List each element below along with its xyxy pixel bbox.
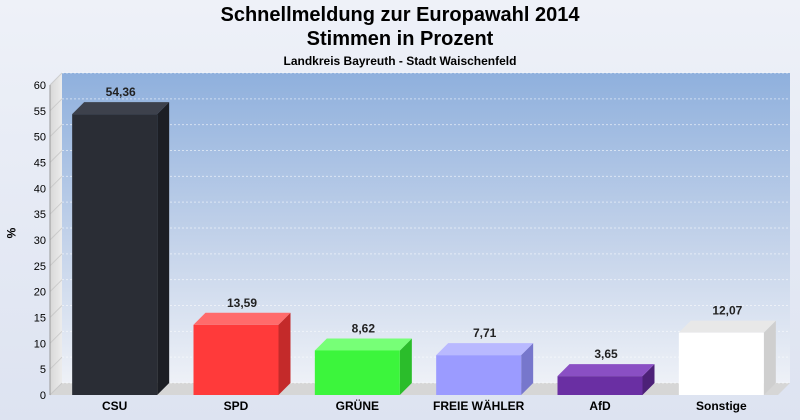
bar-top: [678, 320, 776, 333]
y-tick-label: 45: [34, 158, 46, 170]
bar-side: [521, 343, 534, 395]
x-tick-label: CSU: [102, 399, 127, 413]
bar-top: [72, 102, 170, 115]
bar-side: [278, 312, 291, 395]
bar-side: [763, 320, 776, 395]
bar: [193, 324, 279, 395]
bar-side: [399, 338, 412, 395]
y-tick-label: 60: [34, 80, 46, 92]
y-tick-label: 55: [34, 106, 46, 118]
data-label: 7,71: [473, 326, 497, 340]
x-tick-label: Sonstige: [696, 399, 747, 413]
bar: [72, 114, 158, 395]
gridline-wall: [49, 279, 63, 293]
gridline-wall: [49, 253, 63, 267]
gridline-wall: [49, 98, 63, 112]
data-label: 3,65: [594, 347, 618, 361]
x-tick-label: AfD: [589, 399, 611, 413]
y-tick-label: 35: [34, 209, 46, 221]
chart-title-line2: Stimmen in Prozent: [306, 28, 494, 50]
chart-subtitle: Landkreis Bayreuth - Stadt Waischenfeld: [283, 54, 517, 68]
gridline-wall: [49, 356, 63, 370]
x-tick-label: GRÜNE: [336, 398, 379, 413]
data-label: 54,36: [106, 85, 136, 99]
bar: [557, 376, 643, 395]
y-tick-label: 40: [34, 183, 46, 195]
y-tick-label: 25: [34, 261, 46, 273]
data-label: 8,62: [352, 321, 376, 335]
x-tick-label: FREIE WÄHLER: [433, 398, 525, 413]
gridline-wall: [49, 227, 63, 241]
y-tick-label: 50: [34, 132, 46, 144]
gridline-wall: [49, 382, 63, 396]
y-tick-label: 20: [34, 287, 46, 299]
bar-top: [436, 343, 534, 356]
gridline-wall: [49, 175, 63, 189]
bar-top: [314, 338, 412, 351]
plot-area: 0 5 10 15 20 25 30 35 40 45 50 55 60 54,36 CSU 13,59 SPD…: [34, 72, 790, 413]
gridline-wall: [49, 330, 63, 344]
y-tick-label: 10: [34, 338, 46, 350]
gridline-wall: [49, 72, 63, 86]
bar: [314, 350, 400, 395]
gridline-wall: [49, 150, 63, 163]
data-label: 13,59: [227, 296, 257, 310]
chart-title: Schnellmeldung zur Europawahl 2014: [220, 4, 580, 26]
y-tick-label: 0: [40, 390, 46, 402]
data-label: 12,07: [712, 304, 742, 318]
y-tick-label: 30: [34, 235, 46, 247]
bar: [678, 332, 764, 395]
bar-top: [557, 364, 655, 377]
bar-side: [642, 364, 655, 395]
gridline-wall: [49, 305, 63, 318]
x-tick-label: SPD: [224, 399, 249, 413]
gridline-wall: [49, 124, 63, 138]
bar: [436, 355, 522, 395]
bar-top: [193, 312, 291, 325]
y-tick-label: 5: [40, 364, 46, 376]
bar-side: [157, 102, 170, 395]
y-tick-label: 15: [34, 313, 46, 325]
gridline-wall: [49, 201, 63, 215]
